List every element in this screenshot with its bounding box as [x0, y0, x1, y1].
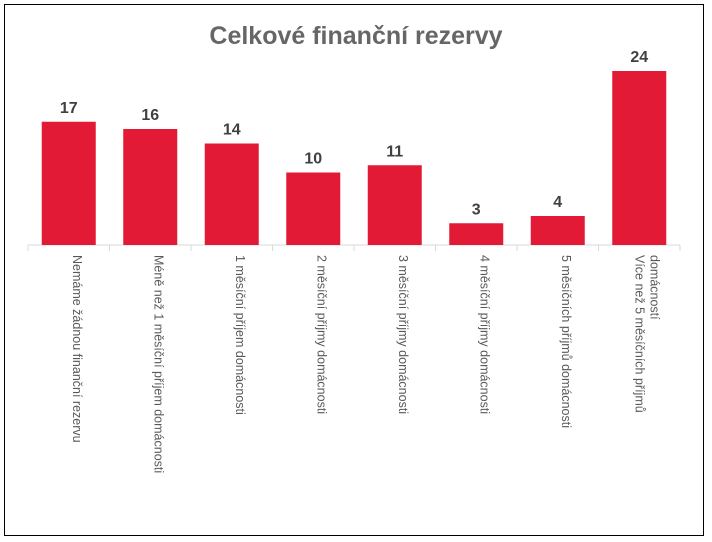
value-labels-group: 17 16 14 10 11 3 4 24 [60, 49, 648, 218]
bar [204, 143, 259, 245]
chart-frame [4, 4, 704, 536]
data-label: 4 [553, 194, 562, 211]
category-label-line: Méně než 1 měsíční příjem domácnosti [151, 255, 165, 473]
category-labels-group: Nemáme žádnou finanční rezervu Méně než 1… [70, 255, 662, 473]
bars-group [41, 71, 667, 245]
category-label-line: 1 měsíční příjem domácnosti [233, 255, 247, 415]
category-label: 5 měsíčních příjmů domácnosti [559, 255, 573, 428]
category-label: Méně než 1 měsíční příjem domácnosti [151, 255, 165, 473]
bar [530, 216, 585, 245]
category-label: 3 měsíční příjmy domácnosti [396, 255, 410, 414]
category-label: Nemáme žádnou finanční rezervu [70, 255, 84, 443]
data-label: 14 [223, 122, 241, 139]
data-label: 11 [386, 143, 403, 160]
data-label: 17 [60, 100, 78, 117]
data-label: 3 [472, 201, 481, 218]
category-label-line: 5 měsíčních příjmů domácnosti [559, 255, 573, 428]
category-label-line: Nemáme žádnou finanční rezervu [70, 255, 84, 443]
category-label: Více než 5 měsíčních příjmů domácností [632, 255, 661, 413]
category-label-line: Více než 5 měsíčních příjmů [632, 255, 646, 413]
category-label: 1 měsíční příjem domácnosti [233, 255, 247, 415]
data-label: 24 [630, 49, 648, 66]
chart-title: Celkové finanční rezervy [209, 22, 502, 50]
category-label-line: 4 měsíční příjmy domácnosti [477, 255, 491, 414]
category-label-line: 3 měsíční příjmy domácnosti [396, 255, 410, 414]
category-label: 4 měsíční příjmy domácnosti [477, 255, 491, 414]
bar [612, 71, 667, 245]
data-label: 10 [304, 151, 322, 168]
bar [286, 172, 341, 245]
bar [123, 129, 178, 245]
category-label-line: 2 měsíční příjmy domácnosti [314, 255, 328, 414]
bar [41, 121, 96, 245]
category-label: 2 měsíční příjmy domácnosti [314, 255, 328, 414]
bar [449, 223, 504, 245]
data-label: 16 [141, 107, 159, 124]
tick-marks-group [27, 245, 681, 251]
bar [367, 165, 422, 245]
category-label-line: domácností [647, 255, 661, 320]
